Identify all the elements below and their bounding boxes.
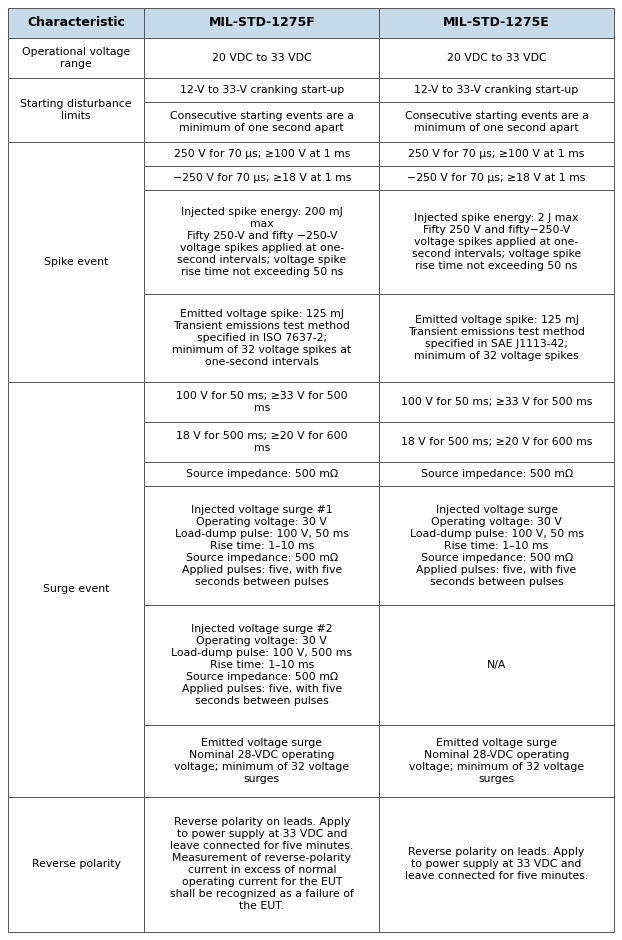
Bar [8,78,144,142]
Bar [379,796,614,932]
Bar [144,190,379,294]
Bar [379,382,614,422]
Bar [8,382,144,796]
Text: 250 V for 70 μs; ≥100 V at 1 ms: 250 V for 70 μs; ≥100 V at 1 ms [174,149,350,159]
Bar [379,605,614,725]
Text: Characteristic: Characteristic [27,16,125,29]
Text: Reverse polarity: Reverse polarity [32,859,121,870]
Text: Spike event: Spike event [44,257,108,267]
Bar [144,605,379,725]
Bar [144,725,379,796]
Text: Emitted voltage surge
Nominal 28-VDC operating
voltage; minimum of 32 voltage
su: Emitted voltage surge Nominal 28-VDC ope… [409,738,584,784]
Text: MIL-STD-1275E: MIL-STD-1275E [443,16,550,29]
Bar [379,38,614,78]
Text: Reverse polarity on leads. Apply
to power supply at 33 VDC and
leave connected f: Reverse polarity on leads. Apply to powe… [405,847,588,882]
Text: 250 V for 70 μs; ≥100 V at 1 ms: 250 V for 70 μs; ≥100 V at 1 ms [409,149,585,159]
Text: 12-V to 33-V cranking start-up: 12-V to 33-V cranking start-up [180,85,344,95]
Text: Consecutive starting events are a
minimum of one second apart: Consecutive starting events are a minimu… [405,111,588,133]
Bar [379,190,614,294]
Bar [144,382,379,422]
Bar [379,294,614,382]
Bar [379,166,614,190]
Bar [144,38,379,78]
Text: Source impedance: 500 mΩ: Source impedance: 500 mΩ [186,469,338,478]
Text: Starting disturbance
limits: Starting disturbance limits [21,99,132,121]
Bar [144,78,379,102]
Text: 12-V to 33-V cranking start-up: 12-V to 33-V cranking start-up [414,85,578,95]
Bar [379,462,614,486]
Bar [379,422,614,462]
Text: 20 VDC to 33 VDC: 20 VDC to 33 VDC [212,53,312,63]
Text: Injected spike energy: 2 J max
Fifty 250 V and fifty−250-V
voltage spikes applie: Injected spike energy: 2 J max Fifty 250… [412,213,581,271]
Bar [379,725,614,796]
Bar [379,142,614,166]
Text: Injected voltage surge #1
Operating voltage: 30 V
Load-dump pulse: 100 V, 50 ms
: Injected voltage surge #1 Operating volt… [175,505,349,587]
Text: 100 V for 50 ms; ≥33 V for 500
ms: 100 V for 50 ms; ≥33 V for 500 ms [176,391,348,413]
Text: 20 VDC to 33 VDC: 20 VDC to 33 VDC [447,53,546,63]
Text: 18 V for 500 ms; ≥20 V for 600
ms: 18 V for 500 ms; ≥20 V for 600 ms [176,431,348,453]
Text: Consecutive starting events are a
minimum of one second apart: Consecutive starting events are a minimu… [170,111,354,133]
Text: Emitted voltage spike: 125 mJ
Transient emissions test method
specified in SAE J: Emitted voltage spike: 125 mJ Transient … [408,315,585,361]
Text: Source impedance: 500 mΩ: Source impedance: 500 mΩ [420,469,573,478]
Text: MIL-STD-1275F: MIL-STD-1275F [208,16,315,29]
Bar [379,78,614,102]
Bar [144,8,379,38]
Text: Reverse polarity on leads. Apply
to power supply at 33 VDC and
leave connected f: Reverse polarity on leads. Apply to powe… [170,817,354,911]
Text: 100 V for 50 ms; ≥33 V for 500 ms: 100 V for 50 ms; ≥33 V for 500 ms [401,397,592,407]
Text: Emitted voltage spike: 125 mJ
Transient emissions test method
specified in ISO 7: Emitted voltage spike: 125 mJ Transient … [172,308,351,367]
Bar [144,486,379,605]
Bar [379,8,614,38]
Bar [8,8,144,38]
Bar [144,102,379,142]
Bar [8,38,144,78]
Text: N/A: N/A [487,660,506,670]
Text: Injected voltage surge #2
Operating voltage: 30 V
Load-dump pulse: 100 V, 500 ms: Injected voltage surge #2 Operating volt… [171,624,352,706]
Text: −250 V for 70 μs; ≥18 V at 1 ms: −250 V for 70 μs; ≥18 V at 1 ms [172,173,351,183]
Text: −250 V for 70 μs; ≥18 V at 1 ms: −250 V for 70 μs; ≥18 V at 1 ms [407,173,586,183]
Bar [379,102,614,142]
Bar [144,294,379,382]
Bar [8,142,144,382]
Text: Injected voltage surge
Operating voltage: 30 V
Load-dump pulse: 100 V, 50 ms
Ris: Injected voltage surge Operating voltage… [410,505,583,587]
Text: Surge event: Surge event [43,584,109,594]
Text: Emitted voltage surge
Nominal 28-VDC operating
voltage; minimum of 32 voltage
su: Emitted voltage surge Nominal 28-VDC ope… [174,738,350,784]
Text: 18 V for 500 ms; ≥20 V for 600 ms: 18 V for 500 ms; ≥20 V for 600 ms [401,437,592,446]
Text: Injected spike energy: 200 mJ
max
Fifty 250-V and fifty −250-V
voltage spikes ap: Injected spike energy: 200 mJ max Fifty … [177,207,346,277]
Bar [144,166,379,190]
Bar [379,486,614,605]
Bar [144,422,379,462]
Bar [144,142,379,166]
Bar [144,796,379,932]
Bar [144,462,379,486]
Text: Operational voltage
range: Operational voltage range [22,47,130,69]
Bar [8,796,144,932]
